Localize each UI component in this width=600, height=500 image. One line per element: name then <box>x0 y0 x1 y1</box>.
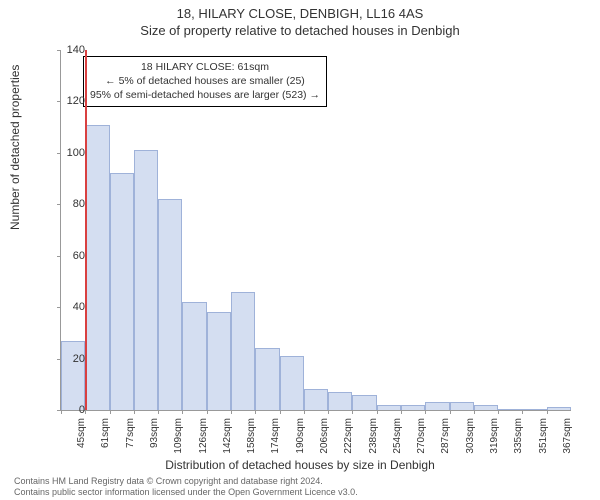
y-tick-label: 140 <box>67 44 85 56</box>
y-tick-label: 0 <box>79 404 85 416</box>
annotation-line2: ← 5% of detached houses are smaller (25) <box>90 74 320 88</box>
x-tick <box>255 410 256 414</box>
attribution-line1: Contains HM Land Registry data © Crown c… <box>14 476 358 487</box>
chart-container: 18, HILARY CLOSE, DENBIGH, LL16 4AS Size… <box>0 0 600 500</box>
y-tick-label: 100 <box>67 147 85 159</box>
y-tick <box>57 153 61 154</box>
y-tick <box>57 101 61 102</box>
x-tick-label: 142sqm <box>222 418 233 468</box>
x-tick-label: 351sqm <box>538 418 549 468</box>
x-tick <box>425 410 426 414</box>
x-tick-label: 77sqm <box>125 418 136 468</box>
histogram-bar <box>61 341 85 410</box>
y-tick-label: 40 <box>73 301 85 313</box>
x-tick <box>474 410 475 414</box>
plot-area: 18 HILARY CLOSE: 61sqm ← 5% of detached … <box>60 50 571 411</box>
x-tick <box>207 410 208 414</box>
marker-line <box>85 50 87 410</box>
x-tick <box>158 410 159 414</box>
histogram-bar <box>547 407 571 410</box>
histogram-bar <box>522 409 546 410</box>
histogram-bar <box>110 173 134 410</box>
x-tick-label: 367sqm <box>562 418 573 468</box>
histogram-bar <box>377 405 401 410</box>
y-tick-label: 20 <box>73 353 85 365</box>
histogram-bar <box>231 292 255 410</box>
annotation-line1: 18 HILARY CLOSE: 61sqm <box>90 60 320 74</box>
attribution: Contains HM Land Registry data © Crown c… <box>14 476 358 498</box>
main-title: 18, HILARY CLOSE, DENBIGH, LL16 4AS <box>0 0 600 21</box>
x-tick <box>498 410 499 414</box>
x-tick <box>85 410 86 414</box>
x-tick <box>352 410 353 414</box>
x-tick-label: 287sqm <box>440 418 451 468</box>
x-tick-label: 93sqm <box>149 418 160 468</box>
histogram-bar <box>474 405 498 410</box>
histogram-bar <box>85 125 109 410</box>
x-tick-label: 190sqm <box>295 418 306 468</box>
histogram-bar <box>255 348 279 410</box>
histogram-bar <box>328 392 352 410</box>
sub-title: Size of property relative to detached ho… <box>0 21 600 38</box>
x-tick-label: 126sqm <box>198 418 209 468</box>
x-tick-label: 335sqm <box>513 418 524 468</box>
x-tick-label: 45sqm <box>76 418 87 468</box>
y-tick <box>57 50 61 51</box>
x-tick-label: 238sqm <box>368 418 379 468</box>
x-tick-label: 61sqm <box>100 418 111 468</box>
x-tick-label: 270sqm <box>416 418 427 468</box>
x-tick <box>401 410 402 414</box>
x-tick <box>377 410 378 414</box>
histogram-bar <box>450 402 474 410</box>
x-tick <box>61 410 62 414</box>
x-tick <box>328 410 329 414</box>
y-tick-label: 80 <box>73 198 85 210</box>
x-tick <box>182 410 183 414</box>
histogram-bar <box>158 199 182 410</box>
y-axis-label: Number of detached properties <box>8 65 22 230</box>
histogram-bar <box>304 389 328 410</box>
y-tick <box>57 256 61 257</box>
y-tick <box>57 204 61 205</box>
x-tick-label: 319sqm <box>489 418 500 468</box>
histogram-bar <box>498 409 522 410</box>
x-tick <box>110 410 111 414</box>
histogram-bar <box>425 402 449 410</box>
annotation-box: 18 HILARY CLOSE: 61sqm ← 5% of detached … <box>83 56 327 107</box>
histogram-bar <box>207 312 231 410</box>
annotation-line3: 95% of semi-detached houses are larger (… <box>90 88 320 102</box>
y-tick-label: 60 <box>73 250 85 262</box>
x-tick-label: 222sqm <box>343 418 354 468</box>
x-tick <box>134 410 135 414</box>
x-tick <box>280 410 281 414</box>
x-tick-label: 303sqm <box>465 418 476 468</box>
histogram-bar <box>280 356 304 410</box>
x-tick-label: 174sqm <box>270 418 281 468</box>
attribution-line2: Contains public sector information licen… <box>14 487 358 498</box>
histogram-bar <box>134 150 158 410</box>
y-tick-label: 120 <box>67 95 85 107</box>
histogram-bar <box>401 405 425 410</box>
y-tick <box>57 307 61 308</box>
x-tick-label: 254sqm <box>392 418 403 468</box>
histogram-bar <box>182 302 206 410</box>
x-tick <box>547 410 548 414</box>
x-tick <box>304 410 305 414</box>
x-tick-label: 158sqm <box>246 418 257 468</box>
x-tick <box>231 410 232 414</box>
x-tick-label: 206sqm <box>319 418 330 468</box>
histogram-bar <box>352 395 376 410</box>
x-tick-label: 109sqm <box>173 418 184 468</box>
x-tick <box>522 410 523 414</box>
x-tick <box>450 410 451 414</box>
